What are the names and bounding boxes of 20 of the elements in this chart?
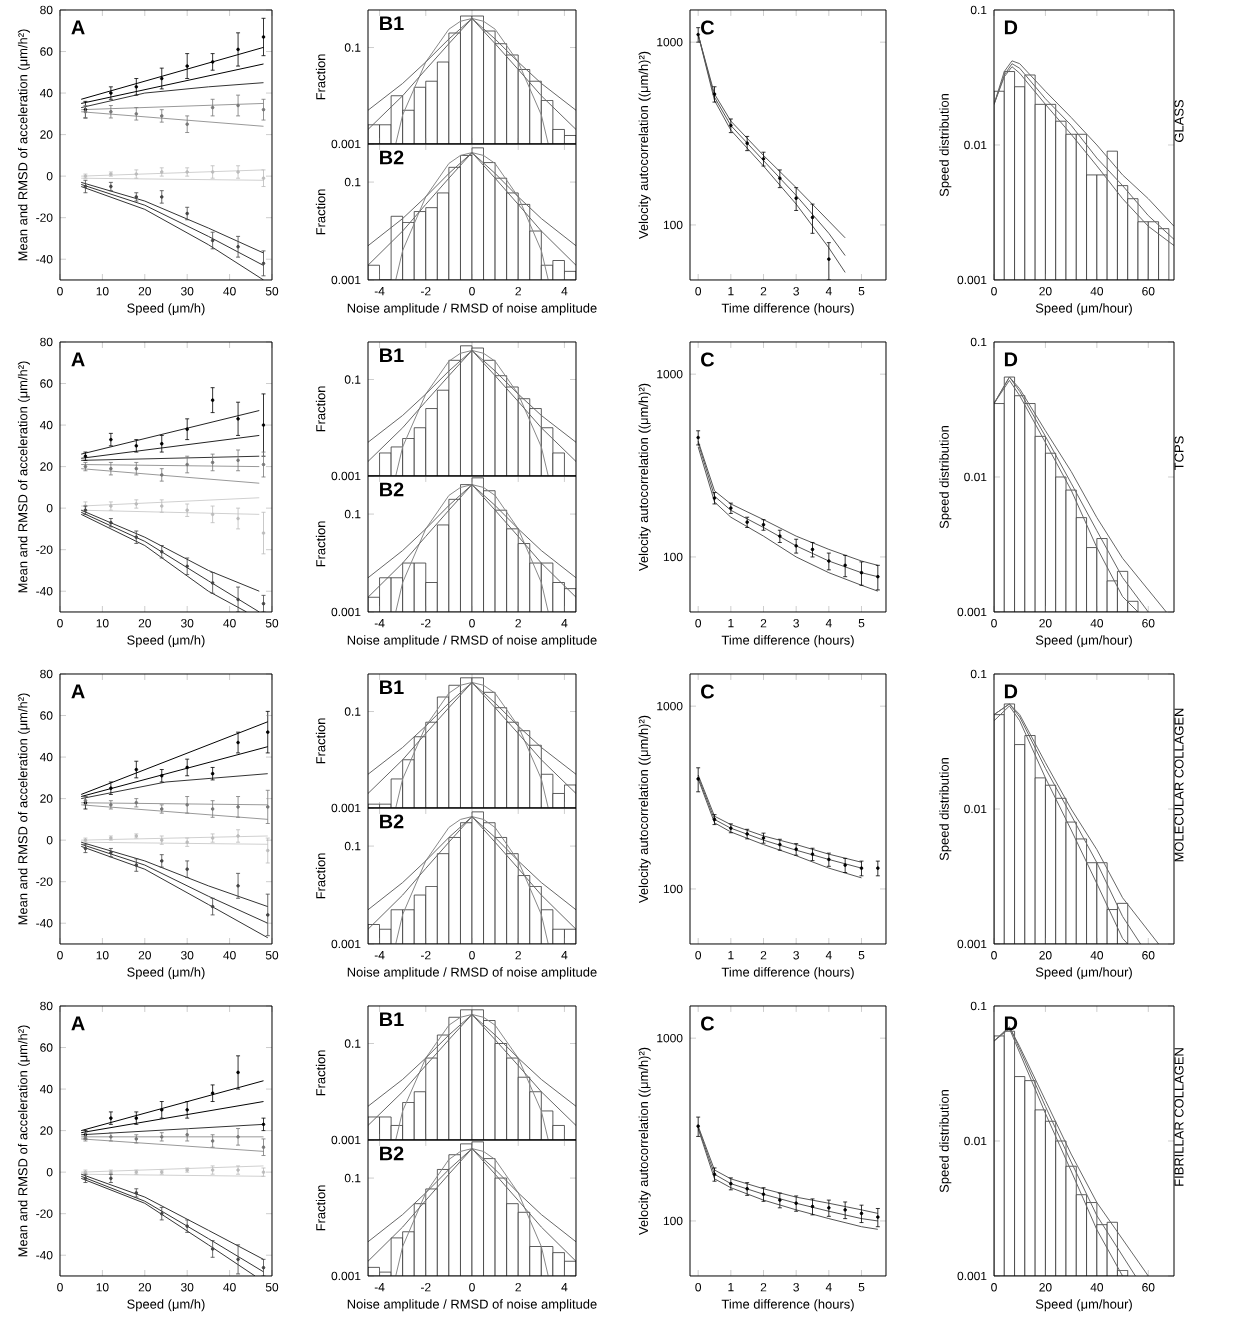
chart-title: A — [71, 352, 85, 367]
chart-title: B1 — [380, 680, 404, 695]
chart-title: B1 — [380, 16, 404, 31]
chart-title: B2 — [380, 150, 404, 165]
chart-title: D — [1004, 684, 1018, 699]
chart-title: D — [1004, 352, 1018, 367]
chart-title: B2 — [380, 482, 404, 497]
chart-title: D — [1004, 20, 1018, 35]
chart-title: B2 — [380, 1146, 404, 1161]
chart-title: C — [701, 1016, 715, 1031]
chart-title: B1 — [380, 1012, 404, 1027]
chart-title: B2 — [380, 814, 404, 829]
chart-title: A — [71, 1016, 85, 1031]
chart-title: A — [71, 20, 85, 35]
chart-title: B1 — [380, 348, 404, 363]
chart-title: A — [71, 684, 85, 699]
chart-title: D — [1004, 1016, 1018, 1031]
chart-title: C — [701, 20, 715, 35]
chart-title: C — [701, 684, 715, 699]
chart-title: C — [701, 352, 715, 367]
